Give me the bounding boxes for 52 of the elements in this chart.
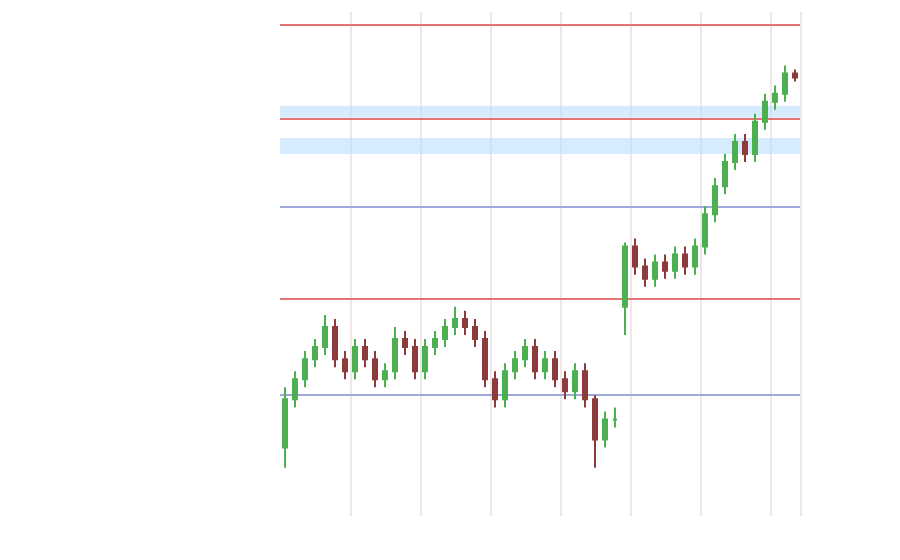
candlestick [322,313,328,357]
candlestick [552,350,558,389]
candlestick [302,350,308,389]
candlestick [792,68,798,83]
candlestick [332,317,338,369]
candlestick [622,241,628,336]
candlestick [612,406,618,429]
candlestick [472,317,478,349]
candlestick [592,394,598,469]
candlestick [432,329,438,357]
candlestick [632,237,638,276]
candlestick [412,338,418,381]
candlestick [742,132,748,164]
candlestick [442,317,448,349]
candlestick [542,350,548,381]
candlestick [382,362,388,389]
candlestick [292,370,298,409]
candlestick [712,177,718,224]
candlestick [282,386,288,469]
candlestick [402,329,408,357]
candlestick [722,152,728,196]
candlestick [572,362,578,401]
candlestick [782,64,788,103]
candlestick [372,350,378,389]
candlestick [392,325,398,381]
candlestick [482,329,488,389]
candlestick [752,112,758,164]
candlestick [562,370,568,401]
candlestick [762,92,768,131]
candlestick [522,338,528,369]
candlestick [602,410,608,449]
candlestick [702,205,708,256]
candlestick [772,84,778,111]
candlestick [462,309,468,336]
candlestick [682,245,688,276]
candlestick [362,338,368,369]
candlestick [422,338,428,381]
candlestick [662,253,668,280]
candlestick [732,132,738,172]
candlestick [652,253,658,288]
candlestick [502,362,508,409]
candlestick [342,350,348,381]
candlestick [532,338,538,381]
candlestick [492,370,498,409]
candlestick [692,237,698,276]
candlestick [312,338,318,369]
candlestick [452,305,458,336]
candlestick [642,257,648,288]
candlestick [672,245,678,280]
candlestick [512,350,518,381]
candlestick [582,362,588,409]
candlestick [352,338,358,381]
